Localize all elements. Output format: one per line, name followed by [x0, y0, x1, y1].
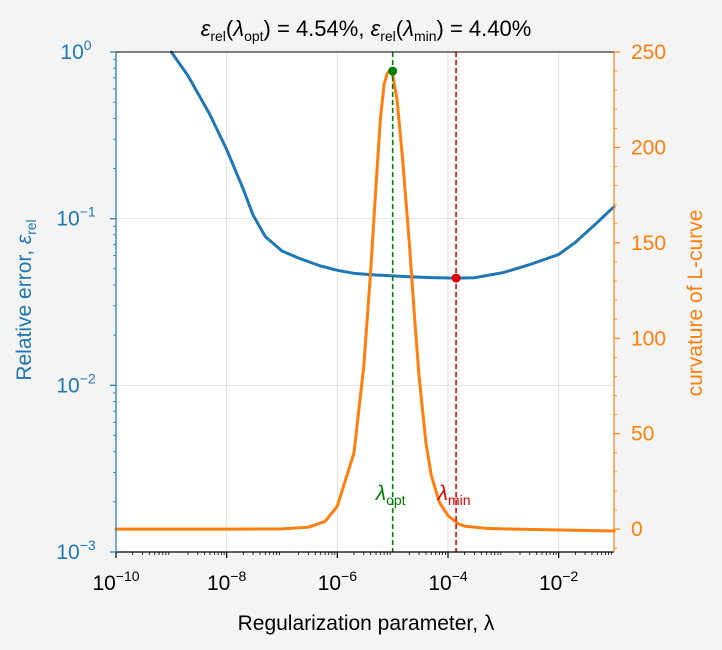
right-tick-label: 250 — [631, 41, 666, 64]
lambda-min-label: λmin — [437, 482, 471, 508]
plot-area — [116, 52, 614, 552]
left-tick-label: 10−2 — [56, 370, 96, 397]
left-axis-ticks: 100 10−1 10−2 10−3 — [56, 37, 116, 564]
point-markers — [388, 66, 461, 283]
right-axis-ticks: 0 50 100 150 200 250 — [614, 41, 666, 541]
right-tick-label: 200 — [631, 136, 666, 159]
left-tick-label: 10−3 — [56, 537, 96, 564]
left-axis-label: Relative error, εrel — [13, 219, 39, 380]
chart-title: εrel(λopt) = 4.54%, εrel(λmin) = 4.40% — [201, 16, 532, 44]
left-tick-label: 10−1 — [56, 204, 96, 231]
axes-frame — [115, 51, 615, 553]
x-tick-label: 10−2 — [539, 568, 579, 595]
point-marker — [388, 66, 398, 76]
point-marker — [451, 273, 461, 283]
right-tick-label: 150 — [631, 232, 666, 255]
right-axis-label: curvature of L-curve — [684, 210, 707, 397]
x-tick-label: 10−4 — [428, 568, 468, 595]
right-tick-label: 0 — [631, 518, 643, 541]
x-tick-label: 10−8 — [207, 568, 247, 595]
relative-error-line — [169, 50, 616, 280]
x-tick-label: 10−6 — [318, 568, 358, 595]
left-tick-label: 100 — [60, 37, 91, 64]
right-tick-label: 50 — [631, 423, 654, 446]
x-axis-label: Regularization parameter, λ — [238, 612, 495, 635]
lambda-opt-label: λopt — [375, 482, 406, 508]
reference-lines — [391, 52, 457, 552]
x-tick-label: 10−10 — [92, 568, 139, 595]
x-axis-ticks: 10−10 10−8 10−6 10−4 10−2 — [92, 552, 612, 595]
right-tick-label: 100 — [631, 327, 666, 350]
